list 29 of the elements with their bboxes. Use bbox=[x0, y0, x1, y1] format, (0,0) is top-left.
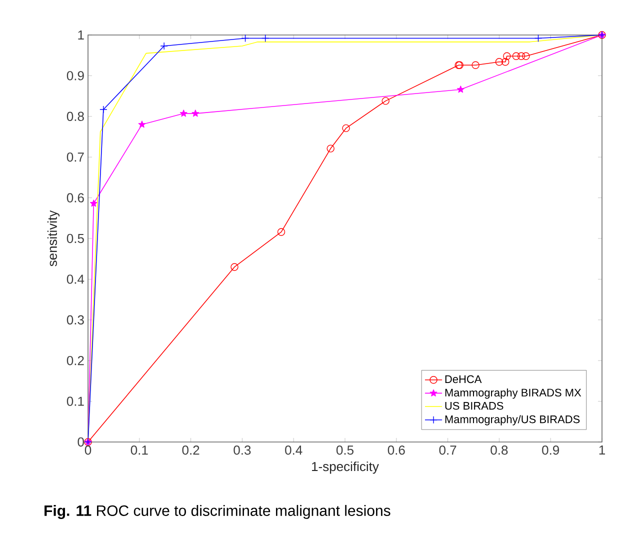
x-tick-label: 0.7 bbox=[439, 446, 456, 455]
legend-label: Mammography/US BIRADS bbox=[445, 415, 580, 426]
x-tick-label: 0.9 bbox=[542, 446, 560, 455]
x-tick-label: 0.5 bbox=[336, 446, 354, 455]
y-axis-title: sensitivity bbox=[47, 210, 60, 266]
y-tick-label: 0.5 bbox=[66, 234, 84, 244]
x-tick-label: 0.6 bbox=[388, 446, 405, 455]
x-tick-label: 0.8 bbox=[490, 446, 508, 455]
y-tick-label: 0.7 bbox=[66, 152, 84, 162]
y-tick-label: 0.9 bbox=[66, 71, 84, 80]
x-tick-label: 0.1 bbox=[130, 446, 148, 455]
y-tick-label: 0 bbox=[78, 437, 84, 447]
text: Fig. 11 ROC curve to discriminate malignant lesions bbox=[44, 504, 390, 520]
y-tick-label: 0.2 bbox=[66, 356, 84, 366]
y-tick-label: 1 bbox=[78, 30, 84, 40]
legend-label: DeHCA bbox=[445, 375, 482, 384]
y-tick-label: 0.8 bbox=[66, 112, 84, 121]
x-tick-label: 0 bbox=[84, 446, 92, 455]
y-tick-label: 0.4 bbox=[66, 274, 84, 284]
legend-label: US BIRADS bbox=[445, 402, 504, 410]
x-tick-label: 0.2 bbox=[182, 446, 200, 455]
x-tick-label: 0.3 bbox=[234, 446, 251, 455]
x-tick-label: 0.4 bbox=[285, 446, 302, 455]
y-tick-label: 0.1 bbox=[66, 396, 84, 406]
y-tick-label: 0.6 bbox=[66, 193, 84, 202]
x-tick-label: 1 bbox=[599, 446, 605, 454]
legend-label: Mammography BIRADS MX bbox=[445, 388, 582, 399]
x-axis-title: 1-specificity bbox=[312, 462, 379, 474]
y-tick-label: 0.3 bbox=[66, 315, 84, 324]
